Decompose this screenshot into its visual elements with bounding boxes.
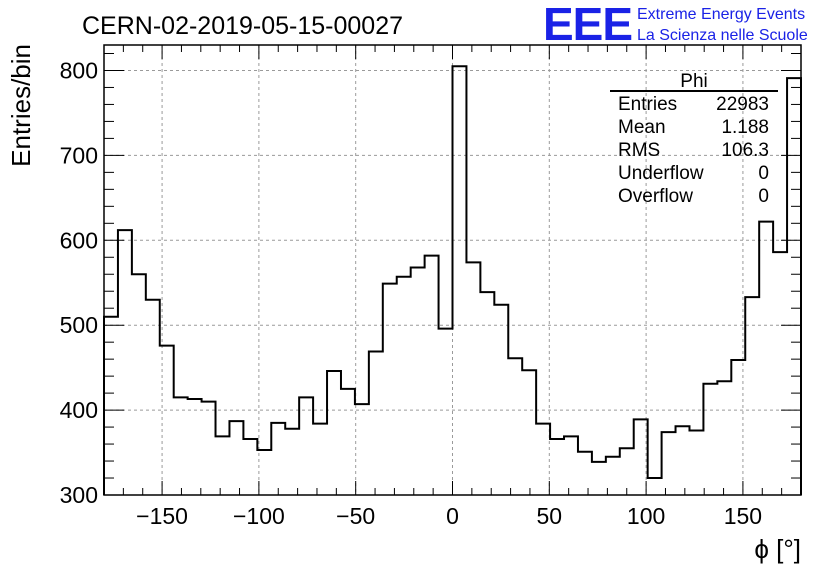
histogram-bin <box>146 300 160 495</box>
x-axis-title: ϕ [°] <box>754 534 801 564</box>
x-tick-label: −150 <box>136 503 188 529</box>
histogram-bin <box>480 292 494 495</box>
stats-row-mean: Mean 1.188 <box>618 117 769 138</box>
histogram-bin <box>243 439 257 495</box>
stats-value-underflow: 0 <box>758 163 769 184</box>
histogram-bin <box>383 284 397 495</box>
y-tick-labels: 300 400 500 600 700 800 <box>60 57 98 508</box>
histogram-bin <box>132 274 146 495</box>
histogram-bin <box>578 452 592 495</box>
histogram-bin <box>188 399 202 495</box>
histogram-bin <box>271 423 285 495</box>
histogram-bin <box>606 457 620 495</box>
stats-title: Phi <box>680 71 707 92</box>
histogram-bin <box>285 429 299 495</box>
stats-value-rms: 106.3 <box>721 140 769 161</box>
stats-row-rms: RMS 106.3 <box>618 140 769 161</box>
stats-label-underflow: Underflow <box>618 163 704 184</box>
logo-line-2: La Scienza nelle Scuole <box>637 27 808 44</box>
histogram-bin <box>634 419 648 495</box>
histogram-bin <box>439 329 453 495</box>
histogram-bin <box>564 436 578 495</box>
histogram-bin <box>299 397 313 495</box>
histogram-bin <box>689 430 703 495</box>
histogram-bin <box>522 370 536 495</box>
histogram-bin <box>216 436 230 495</box>
histogram-bin <box>257 450 271 495</box>
histogram-bin <box>620 448 634 495</box>
histogram-bin <box>731 360 745 495</box>
histogram-bin <box>327 371 341 495</box>
x-tick-labels: −150 −100 −50 0 50 100 150 <box>136 503 762 529</box>
axis-ticks <box>103 45 802 496</box>
logo-mark: EEE <box>543 0 632 50</box>
y-tick-label: 300 <box>60 482 98 508</box>
histogram-bin <box>662 432 676 495</box>
histogram-outline <box>103 65 802 495</box>
histogram-bin <box>717 381 731 495</box>
histogram-bin <box>355 404 369 495</box>
histogram-bin <box>202 402 216 495</box>
y-tick-label: 700 <box>60 142 98 168</box>
stats-row-underflow: Underflow 0 <box>618 163 769 184</box>
histogram-bin <box>397 277 411 495</box>
histogram-bin <box>104 317 118 495</box>
histogram-bin <box>508 358 522 495</box>
histogram-bin <box>174 397 188 495</box>
stats-value-mean: 1.188 <box>721 117 769 138</box>
chart-title: CERN-02-2019-05-15-00027 <box>82 12 403 40</box>
histogram-bin <box>466 262 480 495</box>
histogram-bin <box>160 346 174 495</box>
stats-label-overflow: Overflow <box>618 186 693 207</box>
histogram-bin <box>550 439 564 495</box>
stats-label-mean: Mean <box>618 117 666 138</box>
histogram-bin <box>592 462 606 495</box>
histogram-bin <box>745 297 759 495</box>
x-tick-label: 150 <box>724 503 762 529</box>
y-tick-label: 400 <box>60 397 98 423</box>
histogram-bin <box>787 78 801 495</box>
stats-value-overflow: 0 <box>758 186 769 207</box>
logo: EEE Extreme Energy Events La Scienza nel… <box>543 0 808 50</box>
histogram-bin <box>369 352 383 495</box>
x-tick-label: −100 <box>233 503 285 529</box>
stats-value-entries: 22983 <box>716 94 769 115</box>
x-tick-label: 0 <box>446 503 459 529</box>
stats-label-entries: Entries <box>618 94 677 115</box>
x-tick-label: 50 <box>537 503 563 529</box>
histogram-bin <box>773 252 787 495</box>
histogram-bin <box>313 424 327 495</box>
y-tick-label: 600 <box>60 227 98 253</box>
histogram-bin <box>648 478 662 495</box>
x-tick-label: −50 <box>336 503 375 529</box>
histogram-bin <box>425 256 439 495</box>
stats-label-rms: RMS <box>618 140 660 161</box>
histogram-bin <box>229 421 243 495</box>
y-tick-label: 500 <box>60 312 98 338</box>
histogram-bin <box>411 267 425 495</box>
y-axis-title: Entries/bin <box>6 44 36 167</box>
stats-row-overflow: Overflow 0 <box>618 186 769 207</box>
stats-box: Phi Entries 22983 Mean 1.188 RMS 106.3 U… <box>610 71 778 207</box>
histogram-bin <box>536 424 550 495</box>
histogram-bin <box>341 389 355 495</box>
histogram-bin <box>676 426 690 495</box>
stats-row-entries: Entries 22983 <box>618 94 769 115</box>
x-tick-label: 100 <box>627 503 665 529</box>
y-tick-label: 800 <box>60 57 98 83</box>
histogram-bin <box>703 384 717 495</box>
histogram-bin <box>453 66 467 495</box>
histogram-bin <box>494 305 508 495</box>
histogram-bin <box>759 222 773 495</box>
histogram-bin <box>118 230 132 495</box>
logo-line-1: Extreme Energy Events <box>637 6 805 23</box>
